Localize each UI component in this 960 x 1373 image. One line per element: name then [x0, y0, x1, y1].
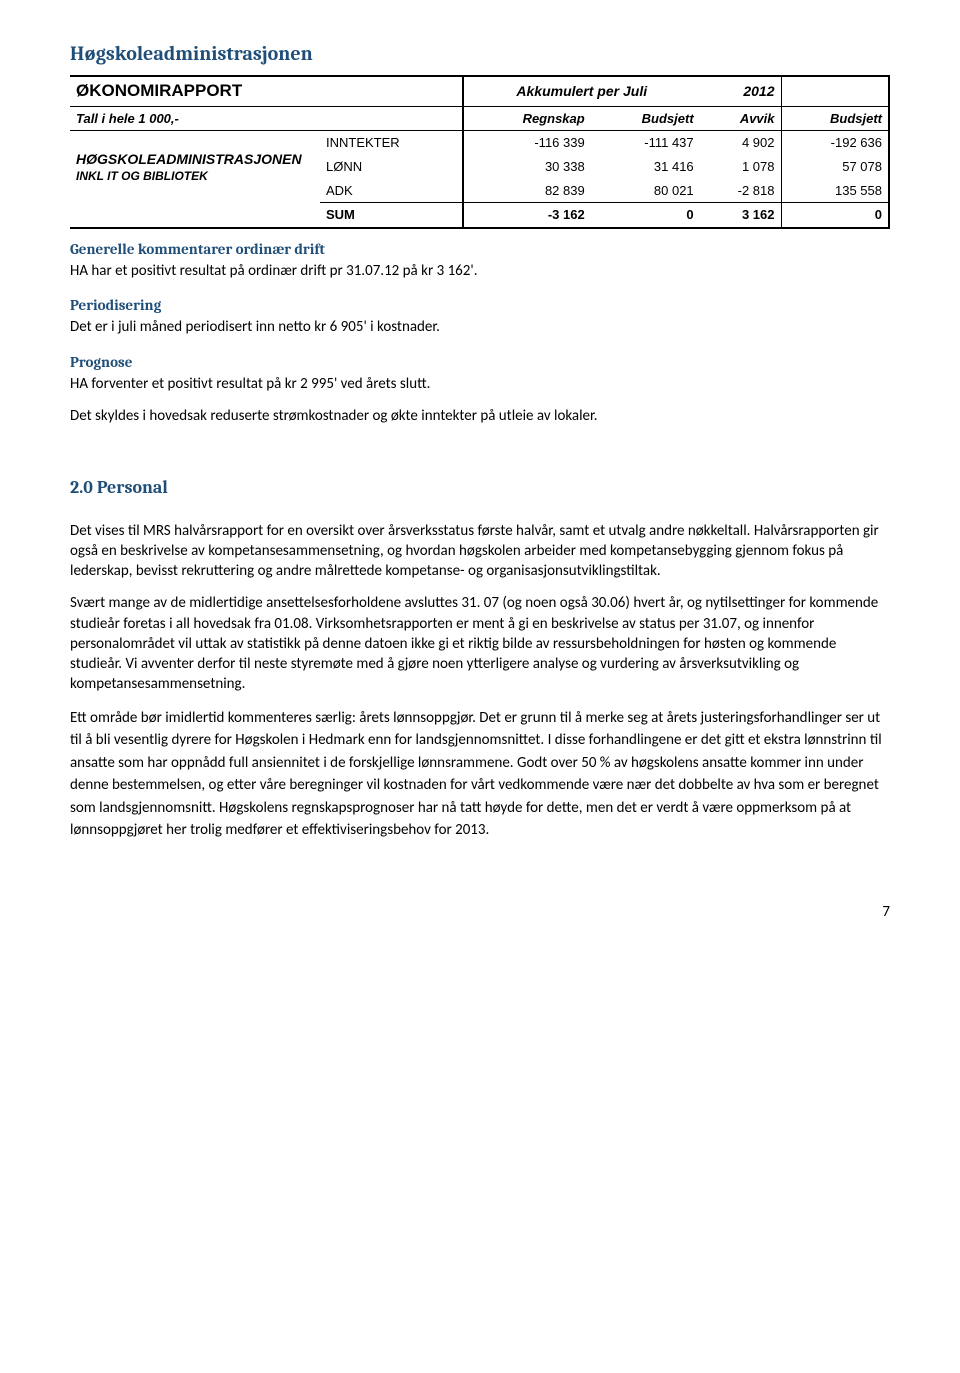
col-budsjett: Budsjett [591, 106, 700, 131]
cell-1-budsjett2: 57 078 [781, 155, 889, 179]
unit-label: Tall i hele 1 000,- [70, 106, 463, 131]
col-avvik: Avvik [700, 106, 781, 131]
sub1-title: Generelle kommentarer ordinær drift [70, 239, 890, 259]
paragraph-1: Det vises til MRS halvårsrapport for en … [70, 521, 890, 582]
report-year: 2012 [700, 76, 781, 106]
period-label: Akkumulert per Juli [463, 76, 700, 106]
sub3-title: Prognose [70, 352, 890, 372]
paragraph-3: Ett område bør imidlertid kommenteres sæ… [70, 707, 890, 842]
sub1-body: HA har et positivt resultat på ordinær d… [70, 261, 890, 281]
cell-1-avvik: 1 078 [700, 155, 781, 179]
sum-budsjett2: 0 [781, 203, 889, 228]
cell-0-budsjett: -111 437 [591, 131, 700, 155]
sum-label: SUM [320, 203, 463, 228]
sub2-body: Det er i juli måned periodisert inn nett… [70, 317, 890, 337]
section-title: Høgskoleadministrasjonen [70, 40, 890, 67]
cell-2-budsjett2: 135 558 [781, 179, 889, 203]
sub2-title: Periodisering [70, 295, 890, 315]
row-label-2: ADK [320, 179, 463, 203]
cell-1-regnskap: 30 338 [463, 155, 591, 179]
cell-2-regnskap: 82 839 [463, 179, 591, 203]
cell-1-budsjett: 31 416 [591, 155, 700, 179]
col-budsjett2: Budsjett [781, 106, 889, 131]
cell-0-avvik: 4 902 [700, 131, 781, 155]
sum-budsjett: 0 [591, 203, 700, 228]
sub3-body2: Det skyldes i hovedsak reduserte strømko… [70, 406, 890, 426]
economy-report-table: ØKONOMIRAPPORT Akkumulert per Juli 2012 … [70, 75, 890, 229]
cell-2-budsjett: 80 021 [591, 179, 700, 203]
sum-avvik: 3 162 [700, 203, 781, 228]
sec2-title: 2.0 Personal [70, 476, 890, 500]
sub3-body1: HA forventer et positivt resultat på kr … [70, 374, 890, 394]
entity-line2: INKL IT OG BIBLIOTEK [76, 168, 314, 184]
page-number: 7 [70, 902, 890, 922]
cell-0-regnskap: -116 339 [463, 131, 591, 155]
paragraph-2: Svært mange av de midlertidige ansettels… [70, 593, 890, 694]
cell-2-avvik: -2 818 [700, 179, 781, 203]
entity-line1: HØGSKOLEADMINISTRASJONEN [76, 150, 314, 169]
row-label-0: INNTEKTER [320, 131, 463, 155]
report-title: ØKONOMIRAPPORT [70, 76, 463, 106]
cell-0-budsjett2: -192 636 [781, 131, 889, 155]
row-label-1: LØNN [320, 155, 463, 179]
sum-regnskap: -3 162 [463, 203, 591, 228]
col-regnskap: Regnskap [463, 106, 591, 131]
